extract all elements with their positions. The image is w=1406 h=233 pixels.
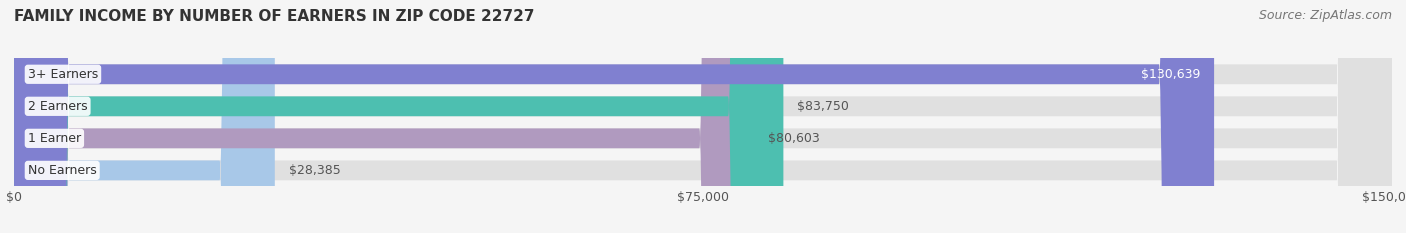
FancyBboxPatch shape (14, 0, 1392, 233)
Text: $130,639: $130,639 (1140, 68, 1201, 81)
Text: FAMILY INCOME BY NUMBER OF EARNERS IN ZIP CODE 22727: FAMILY INCOME BY NUMBER OF EARNERS IN ZI… (14, 9, 534, 24)
FancyBboxPatch shape (14, 0, 783, 233)
FancyBboxPatch shape (14, 0, 1392, 233)
Text: No Earners: No Earners (28, 164, 97, 177)
FancyBboxPatch shape (14, 0, 1392, 233)
FancyBboxPatch shape (14, 0, 274, 233)
Text: $80,603: $80,603 (768, 132, 820, 145)
Text: 2 Earners: 2 Earners (28, 100, 87, 113)
Text: $83,750: $83,750 (797, 100, 849, 113)
FancyBboxPatch shape (14, 0, 1215, 233)
Text: $28,385: $28,385 (288, 164, 340, 177)
FancyBboxPatch shape (14, 0, 755, 233)
Text: Source: ZipAtlas.com: Source: ZipAtlas.com (1258, 9, 1392, 22)
Text: 3+ Earners: 3+ Earners (28, 68, 98, 81)
Text: 1 Earner: 1 Earner (28, 132, 82, 145)
FancyBboxPatch shape (14, 0, 1392, 233)
